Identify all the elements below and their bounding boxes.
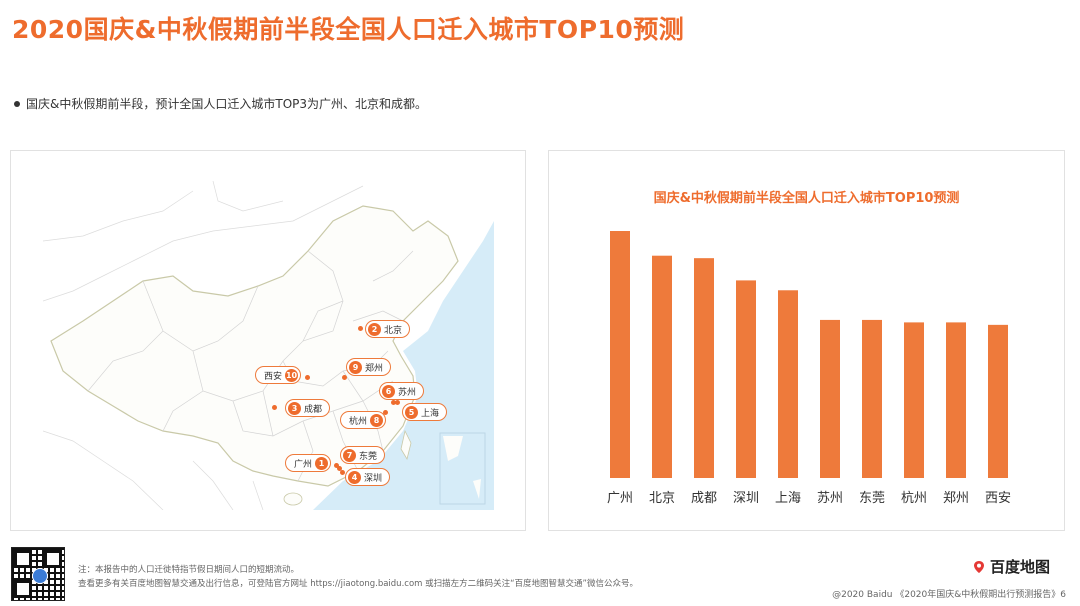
city-dot-xian	[305, 375, 310, 380]
hainan-island	[283, 492, 303, 506]
city-name: 苏州	[398, 387, 417, 398]
city-name: 东莞	[359, 451, 378, 462]
chart-panel: 国庆&中秋假期前半段全国人口迁入城市TOP10预测 广州 北京 成都 深圳 上海 苏州 东莞…	[548, 150, 1065, 531]
map-svg	[43, 181, 494, 510]
city-name: 西安	[264, 371, 283, 382]
city-dot-guangzhou	[334, 463, 339, 468]
chart-title: 国庆&中秋假期前半段全国人口迁入城市TOP10预测	[653, 191, 960, 206]
summary-bullet: 国庆&中秋假期前半段，预计全国人口迁入城市TOP3为广州、北京和成都。	[14, 95, 427, 112]
map-pin-icon	[974, 560, 984, 573]
x-tick-label: 杭州	[901, 491, 927, 506]
bar-上海	[778, 290, 798, 478]
city-label-suzhou: 6 苏州	[379, 382, 425, 400]
bar-广州	[610, 231, 630, 478]
bullet-dot	[14, 100, 20, 107]
rank-badge: 9	[349, 360, 362, 374]
map-panel: 2 北京 9 郑州 西安 10 6 苏州 3 成都 5 上海 杭州 8 7 东莞	[10, 150, 526, 531]
footer-notes: 注：本报告中的人口迁徙特指节假日期间人口的短期流动。 查看更多有关百度地图智慧交…	[78, 563, 638, 591]
bar-深圳	[736, 280, 756, 478]
rank-badge: 10	[285, 368, 299, 382]
city-label-shenzhen: 4 深圳	[345, 468, 391, 486]
x-tick-label: 北京	[649, 491, 675, 506]
city-name: 杭州	[349, 416, 368, 427]
bar-杭州	[904, 322, 924, 478]
rank-badge: 5	[405, 405, 418, 419]
city-dot-shanghai	[395, 400, 400, 405]
rank-badge: 7	[343, 448, 356, 462]
bar-郑州	[946, 322, 966, 478]
qr-code	[11, 547, 65, 601]
x-tick-label: 苏州	[817, 490, 843, 506]
city-dot-beijing	[358, 326, 363, 331]
note-line-1: 注：本报告中的人口迁徙特指节假日期间人口的短期流动。	[78, 565, 300, 575]
city-label-zhengzhou: 9 郑州	[346, 358, 392, 376]
baidu-map-logo: 百度地图	[972, 556, 1050, 577]
page-title: 2020国庆&中秋假期前半段全国人口迁入城市TOP10预测	[12, 15, 685, 44]
city-label-shanghai: 5 上海	[402, 403, 448, 421]
x-tick-label: 深圳	[733, 491, 759, 506]
city-dot-zhengzhou	[342, 375, 347, 380]
bar-北京	[652, 255, 672, 478]
brand-text: 百度地图	[990, 558, 1051, 576]
city-name: 北京	[384, 325, 403, 336]
bar-东莞	[862, 319, 882, 478]
city-label-chengdu: 3 成都	[285, 399, 331, 417]
rank-badge: 8	[370, 413, 384, 427]
x-tick-label: 郑州	[943, 491, 969, 506]
city-dot-shenzhen	[340, 470, 345, 475]
city-name: 上海	[421, 408, 440, 419]
rank-badge: 1	[315, 456, 329, 470]
bar-苏州	[820, 319, 840, 478]
rank-badge: 4	[348, 470, 361, 484]
city-dot-suzhou	[391, 400, 396, 405]
city-name: 广州	[294, 459, 313, 470]
city-dot-hangzhou	[383, 410, 388, 415]
x-tick-label: 广州	[607, 491, 633, 506]
x-tick-label: 成都	[691, 491, 717, 506]
taiwan-island	[400, 429, 412, 461]
x-tick-label: 上海	[775, 491, 801, 506]
city-name: 深圳	[364, 473, 383, 484]
summary-text: 国庆&中秋假期前半段，预计全国人口迁入城市TOP3为广州、北京和成都。	[26, 97, 428, 111]
bar-chart: 广州 北京 成都 深圳 上海 苏州 东莞 杭州 郑州 西安	[607, 231, 1011, 506]
rank-badge: 6	[382, 384, 395, 398]
rank-badge: 2	[368, 322, 381, 336]
city-dot-dongguan	[337, 466, 342, 471]
copyright: @2020 Baidu 《2020年国庆&中秋假期出行预测报告》6	[832, 590, 1066, 600]
china-map: 2 北京 9 郑州 西安 10 6 苏州 3 成都 5 上海 杭州 8 7 东莞	[43, 181, 494, 510]
qr-logo-icon	[32, 568, 48, 584]
city-label-beijing: 2 北京	[365, 320, 411, 338]
city-name: 郑州	[365, 363, 384, 374]
city-label-dongguan: 7 东莞	[340, 446, 386, 464]
rank-badge: 3	[288, 401, 301, 415]
x-tick-label: 东莞	[859, 491, 885, 506]
bar-西安	[988, 324, 1008, 478]
city-dot-chengdu	[272, 405, 277, 410]
city-name: 成都	[304, 404, 323, 415]
city-label-guangzhou: 广州 1	[285, 454, 332, 472]
note-line-2: 查看更多有关百度地图智慧交通及出行信息，可登陆官方网址 https://jiao…	[78, 579, 638, 589]
bar-成都	[694, 258, 714, 478]
city-label-xian: 西安 10	[255, 366, 302, 384]
x-tick-label: 西安	[985, 491, 1011, 506]
city-label-hangzhou: 杭州 8	[340, 411, 387, 429]
